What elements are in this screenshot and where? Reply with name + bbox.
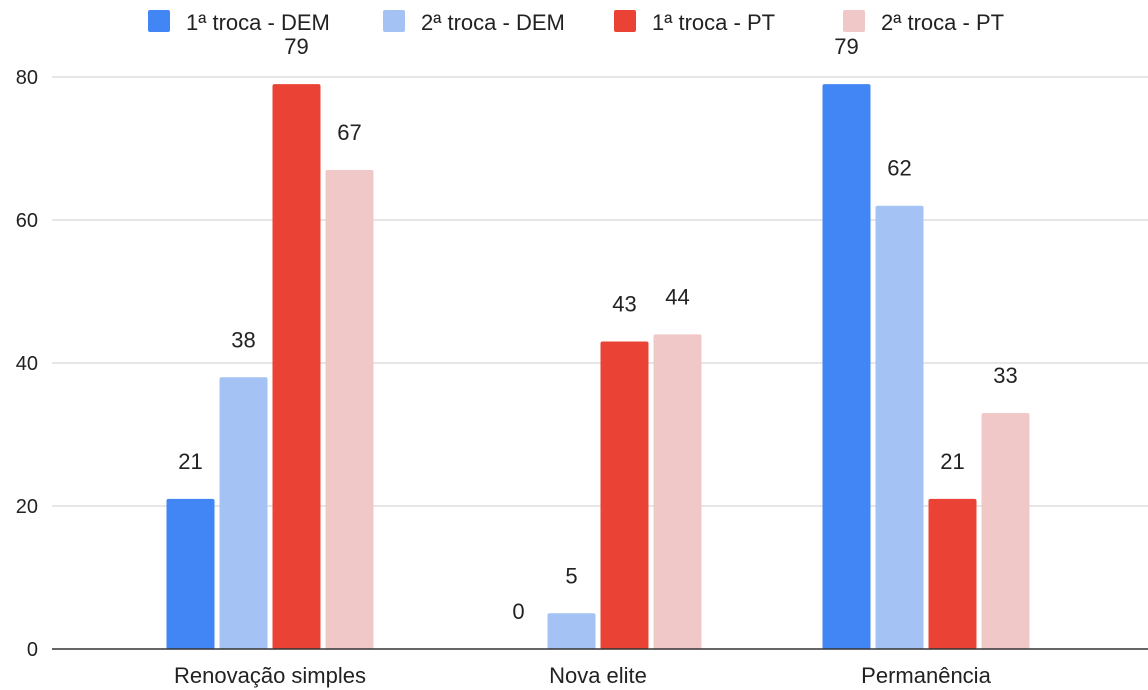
legend-swatch: [843, 10, 865, 32]
legend-label: 1ª troca - PT: [652, 10, 775, 35]
bar: [547, 613, 596, 649]
bar: [325, 169, 374, 649]
legend-label: 1ª troca - DEM: [186, 10, 330, 35]
data-label: 67: [337, 120, 361, 145]
x-tick-label: Nova elite: [549, 663, 647, 688]
data-label: 0: [512, 599, 524, 624]
data-labels: 21 38 79 67 0 5 43 44 79 62 21 33: [178, 34, 1017, 624]
x-axis: Renovação simples Nova elite Permanência: [52, 648, 1148, 688]
bar: [653, 334, 702, 649]
data-label: 43: [612, 292, 636, 317]
data-label: 21: [178, 449, 202, 474]
data-label: 33: [993, 363, 1017, 388]
bar: [600, 341, 649, 649]
data-label: 21: [940, 449, 964, 474]
data-label: 79: [834, 34, 858, 59]
y-axis: 0 20 40 60 80: [16, 67, 38, 661]
data-label: 62: [887, 156, 911, 181]
bars-group: [166, 84, 1030, 649]
legend-swatch: [148, 10, 170, 32]
data-label: 79: [284, 34, 308, 59]
chart-legend: 1ª troca - DEM 2ª troca - DEM 1ª troca - P…: [148, 10, 1004, 35]
bar: [166, 498, 215, 649]
bar: [272, 84, 321, 649]
y-tick-label: 80: [16, 67, 38, 89]
y-tick-label: 40: [16, 353, 38, 375]
x-tick-label: Renovação simples: [174, 663, 366, 688]
y-tick-label: 0: [27, 639, 38, 661]
legend-swatch: [383, 10, 405, 32]
y-tick-label: 60: [16, 210, 38, 232]
bar: [981, 413, 1030, 649]
bar: [928, 498, 977, 649]
x-tick-label: Permanência: [861, 663, 991, 688]
bar: [822, 84, 871, 649]
bar: [219, 377, 268, 649]
data-label: 38: [231, 327, 255, 352]
y-tick-label: 20: [16, 496, 38, 518]
legend-swatch: [614, 10, 636, 32]
bar: [875, 205, 924, 649]
legend-label: 2ª troca - DEM: [421, 10, 565, 35]
data-label: 44: [665, 284, 689, 309]
data-label: 5: [565, 563, 577, 588]
legend-label: 2ª troca - PT: [881, 10, 1004, 35]
